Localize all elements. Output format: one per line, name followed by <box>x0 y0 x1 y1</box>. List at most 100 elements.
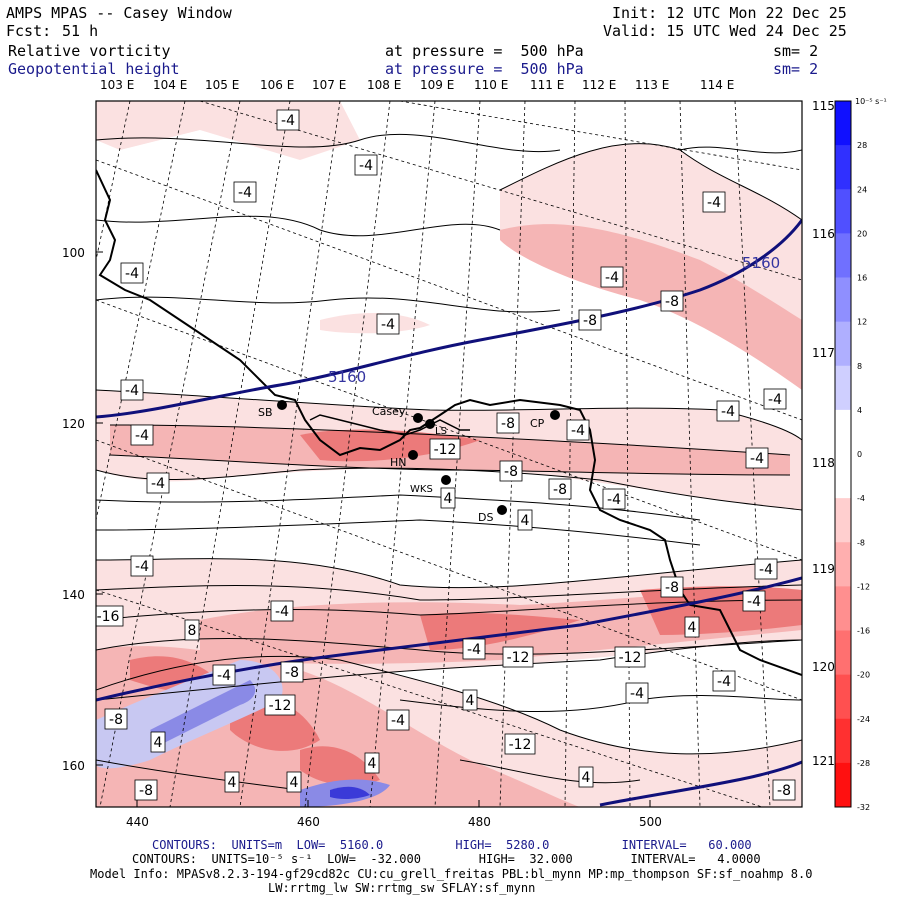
coastline-inner <box>309 414 470 436</box>
vorticity-label-text: -4 <box>151 476 165 492</box>
station-ls-marker[interactable] <box>425 419 435 429</box>
colorbar-segment <box>835 674 851 720</box>
vorticity-contour-label: -8 <box>660 290 684 312</box>
longitude-label-top: 105 E <box>205 78 239 92</box>
vorticity-label-text: -8 <box>285 665 299 681</box>
vorticity-contour-label: 4 <box>684 616 700 638</box>
station-ds-marker[interactable] <box>497 505 507 515</box>
colorbar-tick-label: 8 <box>857 362 862 371</box>
y-tick-label: 120 <box>62 417 85 431</box>
longitude-label-top: 104 E <box>153 78 187 92</box>
vorticity-label-text: -8 <box>583 313 597 329</box>
vorticity-contour-label: 4 <box>224 771 240 793</box>
vorticity-label-text: -12 <box>619 650 642 666</box>
station-wks-marker[interactable] <box>441 475 451 485</box>
x-tick-label: 460 <box>297 815 320 829</box>
colorbar-tick-label: -8 <box>857 538 865 547</box>
vorticity-contour-label: -8 <box>578 309 602 331</box>
vorticity-label-text: -4 <box>768 392 782 408</box>
field2-name: Geopotential height <box>8 60 180 78</box>
station-label: SB <box>258 406 273 419</box>
height-contour-label: 5160 <box>328 368 366 386</box>
map-title: AMPS MPAS -- Casey Window <box>6 4 232 22</box>
vorticity-label-text: -8 <box>109 712 123 728</box>
colorbar-segment <box>835 718 851 764</box>
colorbar-segment <box>835 233 851 278</box>
station-label: DS <box>478 511 493 524</box>
vorticity-contour-label: -4 <box>602 488 626 510</box>
vorticity-contour-label: -4 <box>742 590 766 612</box>
vorticity-contour-label: -8 <box>772 779 796 801</box>
vorticity-contour-label: -4 <box>146 472 170 494</box>
vorticity-label-text: -8 <box>665 580 679 596</box>
vorticity-label-text: -8 <box>665 294 679 310</box>
vorticity-contour-label: -4 <box>120 262 144 284</box>
x-tick-label: 500 <box>639 815 662 829</box>
vorticity-contour-label: -8 <box>134 779 158 801</box>
colorbar-segment <box>835 586 851 631</box>
longitude-label-top: 113 E <box>635 78 669 92</box>
colorbar: 10⁻⁵ s⁻¹ 28 24 20 16 12 8 4 0 -4 -8 -12 -16 -20 -24 -2… <box>834 97 887 812</box>
vorticity-label-text: 4 <box>154 735 163 751</box>
vorticity-contour-label: -4 <box>376 313 400 335</box>
colorbar-segment <box>835 498 851 543</box>
colorbar-segment <box>835 409 851 455</box>
vorticity-label-text: -4 <box>281 113 295 129</box>
vorticity-contour-label: -4 <box>566 419 590 441</box>
station-sb-marker[interactable] <box>277 400 287 410</box>
plot-frame <box>95 100 803 808</box>
vorticity-contour-label: -8 <box>660 576 684 598</box>
colorbar-tick-label: -16 <box>857 627 870 636</box>
colorbar-tick-label: 12 <box>857 318 867 327</box>
colorbar-tick-label: -20 <box>857 671 870 680</box>
vorticity-label-text: -4 <box>707 195 721 211</box>
vorticity-contour-label: -4 <box>130 424 154 446</box>
y-tick-label: 140 <box>62 588 85 602</box>
colorbar-segment <box>835 762 851 808</box>
vorticity-label-text: -4 <box>467 642 481 658</box>
vorticity-contour-label: -4 <box>386 709 410 731</box>
vorticity-label-text: -12 <box>507 650 530 666</box>
vorticity-label-text: 4 <box>582 770 591 786</box>
coastline <box>96 169 802 676</box>
longitude-label-top: 114 E <box>700 78 734 92</box>
colorbar-tick-label: 28 <box>857 141 867 150</box>
y-axis: 100 120 140 160 <box>62 246 103 773</box>
colorbar-segment <box>835 454 851 499</box>
colorbar-tick-label: 16 <box>857 274 867 283</box>
vorticity-label-text: -4 <box>275 604 289 620</box>
height-contour-label: 5160 <box>742 254 780 272</box>
field2-level: at pressure = 500 hPa <box>385 60 584 78</box>
station-hn-marker[interactable] <box>408 450 418 460</box>
vorticity-contour-label: -4 <box>625 682 649 704</box>
longitude-label-top: 108 E <box>367 78 401 92</box>
station-casey-marker[interactable] <box>413 413 423 423</box>
station-cp-marker[interactable] <box>550 410 560 420</box>
colorbar-tick-label: -4 <box>857 494 865 503</box>
longitude-label-top: 111 E <box>530 78 564 92</box>
vorticity-label-text: -4 <box>759 562 773 578</box>
vorticity-shading-positive <box>96 660 390 807</box>
colorbar-tick-label: 4 <box>857 406 862 415</box>
vorticity-contour-label: -4 <box>276 109 300 131</box>
colorbar-tick-label: -28 <box>857 759 870 768</box>
colorbar-segment <box>835 365 851 411</box>
colorbar-tick-label: -32 <box>857 803 870 812</box>
vorticity-label-text: 4 <box>368 756 377 772</box>
vorticity-contour-label: -4 <box>763 388 787 410</box>
vorticity-label-text: -8 <box>139 783 153 799</box>
vorticity-label-text: -4 <box>217 668 231 684</box>
vorticity-label-text: -4 <box>607 492 621 508</box>
y-tick-label: 160 <box>62 759 85 773</box>
vorticity-contour-label: -8 <box>280 661 304 683</box>
vorticity-contour-label: -4 <box>600 266 624 288</box>
colorbar-segment <box>835 189 851 234</box>
colorbar-frame <box>834 100 852 808</box>
longitude-label-top: 107 E <box>312 78 346 92</box>
vorticity-labels: -4 -4 -4 -4 -4 -4 -8 -8 -4 -4 -4 -4 -4 -8 -4 -12 -4 -4 -8 -… <box>96 109 796 801</box>
station-label: Casey <box>372 405 406 418</box>
vorticity-label-text: -16 <box>97 609 120 625</box>
vorticity-contour-label: -4 <box>233 181 257 203</box>
vorticity-contour-label: -4 <box>354 154 378 176</box>
